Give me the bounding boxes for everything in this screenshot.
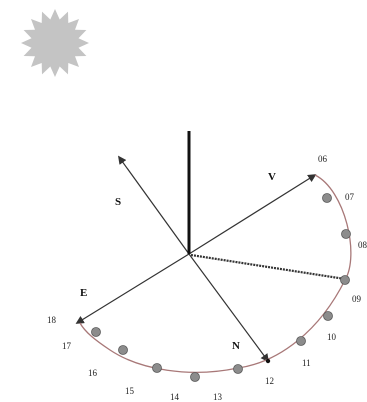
hour-marker-10 [323, 311, 333, 321]
hour-marker-17 [91, 327, 101, 337]
south-label: S [115, 196, 121, 208]
south-axis [118, 155, 190, 255]
hour-label-06: 06 [318, 154, 328, 164]
north-label: N [232, 340, 240, 352]
hour-markers [91, 193, 351, 382]
hour-label-09: 09 [352, 294, 362, 304]
hour-labels: 06 07 08 09 10 11 12 13 14 15 16 17 18 [47, 154, 367, 402]
east-label: E [80, 287, 87, 299]
east-axis [75, 253, 190, 324]
hour-label-15: 15 [125, 386, 135, 396]
hour-label-17: 17 [62, 341, 72, 351]
hour-label-11: 11 [302, 358, 311, 368]
hour-marker-13 [233, 364, 243, 374]
west-axis [188, 174, 317, 255]
hour-marker-12 [265, 358, 271, 364]
hour-label-14: 14 [170, 392, 180, 402]
west-label: V [268, 171, 276, 183]
north-axis [188, 253, 269, 363]
sun-path-curve [79, 174, 352, 373]
hour-label-18: 18 [47, 315, 57, 325]
hour-label-10: 10 [327, 332, 337, 342]
sun-icon [21, 9, 89, 77]
hour-label-13: 13 [213, 392, 223, 402]
hour-marker-16 [118, 345, 128, 355]
shadow-line [190, 253, 346, 281]
hour-label-16: 16 [88, 368, 98, 378]
hour-marker-09 [340, 275, 350, 285]
hour-marker-14 [190, 372, 200, 382]
hour-marker-08 [341, 229, 351, 239]
hour-marker-07 [322, 193, 332, 203]
hour-label-07: 07 [345, 192, 355, 202]
hour-label-08: 08 [358, 240, 367, 250]
hour-marker-11 [296, 336, 306, 346]
hour-marker-15 [152, 363, 162, 373]
hour-label-12: 12 [265, 376, 274, 386]
